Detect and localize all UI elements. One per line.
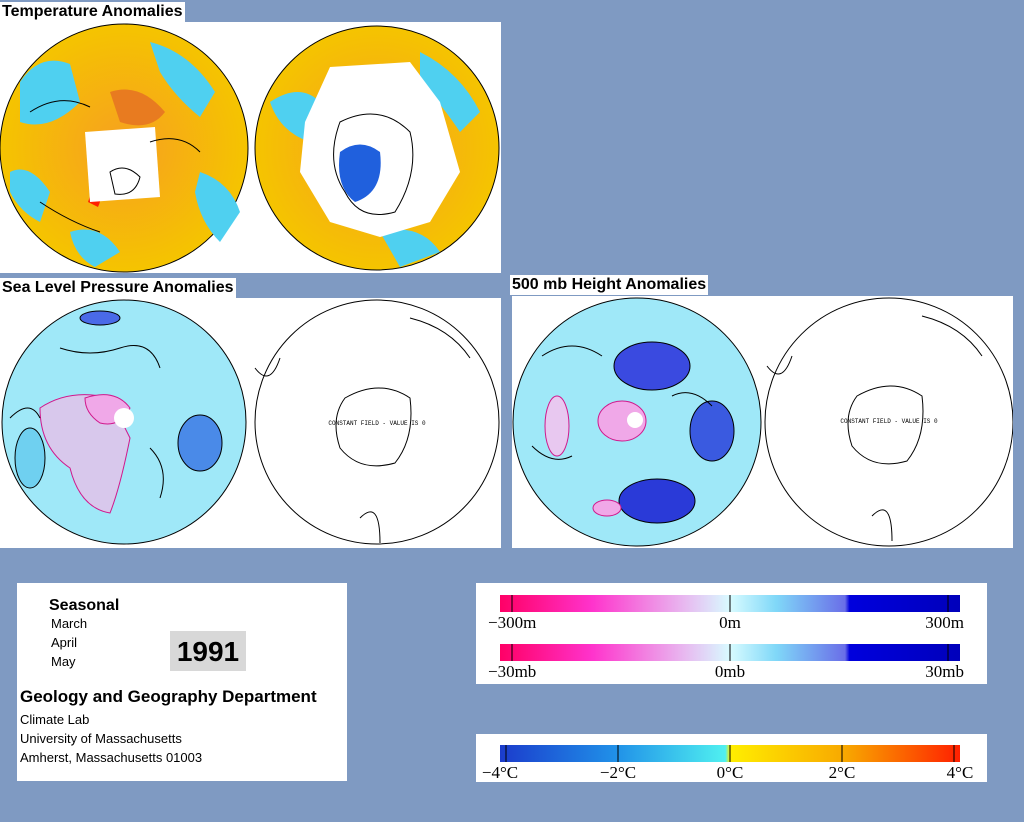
address-line-3: Amherst, Massachusetts 01003	[20, 750, 203, 765]
height-pressure-legend: −300m 0m 300m −30mb 0mb 30mb	[476, 583, 987, 684]
period-label: Seasonal	[49, 597, 120, 614]
height-south-globe: CONSTANT FIELD - VALUE IS 0	[764, 297, 1013, 547]
month-3: May	[51, 654, 76, 669]
slp-north-globe	[1, 299, 247, 545]
temperature-title: Temperature Anomalies	[0, 2, 185, 22]
temperature-north-globe	[0, 23, 249, 273]
temperature-panel	[0, 22, 501, 273]
height-north-globe	[512, 297, 762, 547]
year-label: 1991	[170, 631, 246, 671]
info-box: Seasonal March April May 1991 Geology an…	[17, 583, 347, 781]
pressure-label-min: −30mb	[488, 662, 536, 681]
pressure-label-max: 30mb	[925, 662, 964, 681]
department-name: Geology and Geography Department	[20, 687, 317, 706]
height-south-annotation: CONSTANT FIELD - VALUE IS 0	[840, 418, 938, 425]
height-label-zero: 0m	[719, 613, 741, 632]
temp-label-3: 0°C	[717, 763, 744, 782]
height-title: 500 mb Height Anomalies	[510, 275, 709, 295]
month-1: March	[51, 616, 88, 631]
temperature-legend: −4°C −2°C 0°C 2°C 4°C	[476, 734, 987, 782]
slp-south-annotation: CONSTANT FIELD - VALUE IS 0	[328, 420, 426, 427]
pressure-label-zero: 0mb	[715, 662, 745, 681]
slp-panel: CONSTANT FIELD - VALUE IS 0	[0, 298, 501, 548]
slp-title: Sea Level Pressure Anomalies	[0, 278, 236, 298]
height-label-max: 300m	[925, 613, 964, 632]
slp-south-globe: CONSTANT FIELD - VALUE IS 0	[254, 299, 500, 545]
temp-label-5: 4°C	[947, 763, 974, 782]
temp-label-4: 2°C	[829, 763, 856, 782]
address-line-1: Climate Lab	[20, 712, 90, 727]
height-panel: CONSTANT FIELD - VALUE IS 0	[512, 296, 1013, 548]
temp-label-2: −2°C	[600, 763, 636, 782]
temperature-south-globe	[254, 25, 500, 271]
address-line-2: University of Massachusetts	[20, 731, 182, 746]
month-2: April	[51, 635, 78, 650]
temp-label-1: −4°C	[482, 763, 518, 782]
height-label-min: −300m	[488, 613, 536, 632]
